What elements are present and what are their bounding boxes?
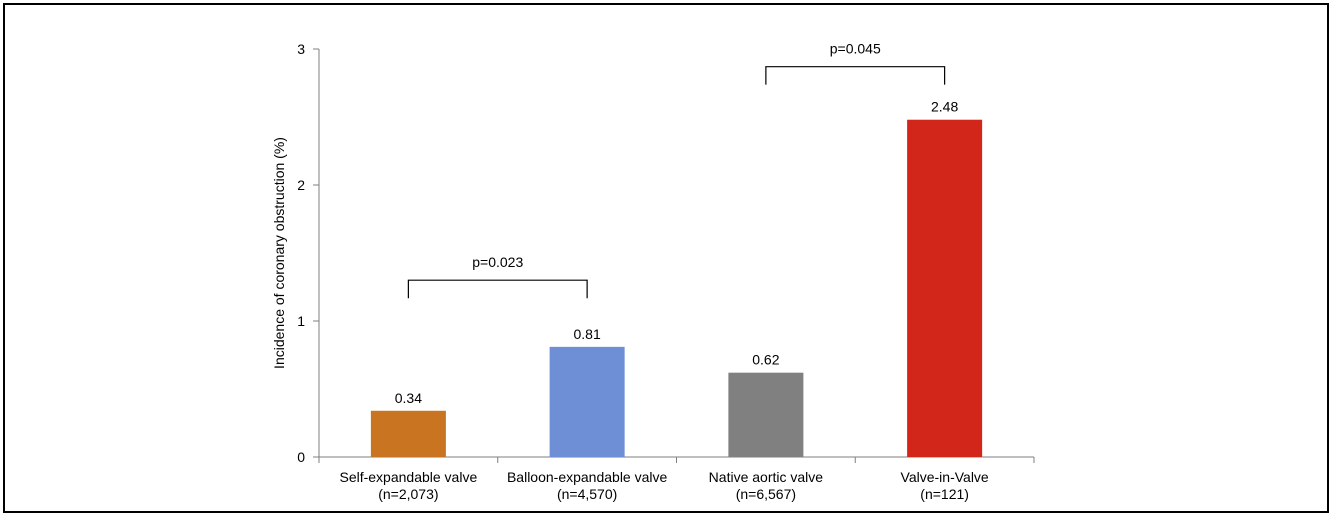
- category-count-label: (n=121): [920, 486, 969, 502]
- category-label: Balloon-expandable valve: [507, 469, 668, 485]
- bar: [728, 372, 804, 457]
- category-label: Self-expandable valve: [339, 469, 477, 485]
- category-label: Native aortic valve: [709, 469, 824, 485]
- y-tick-label: 2: [297, 177, 305, 193]
- data-label: 0.81: [574, 326, 601, 342]
- category-count-label: (n=4,570): [557, 486, 617, 502]
- category-count-label: (n=2,073): [378, 486, 438, 502]
- data-label: 0.62: [752, 352, 779, 368]
- significance-bracket: [765, 66, 946, 85]
- y-axis-label: Incidence of coronary obstruction (%): [271, 137, 287, 369]
- y-tick-label: 0: [297, 449, 305, 465]
- bar: [549, 346, 625, 457]
- significance-bracket: [407, 279, 588, 299]
- bar: [370, 410, 446, 457]
- category-label: Valve-in-Valve: [901, 469, 989, 485]
- category-count-label: (n=6,567): [736, 486, 796, 502]
- y-tick-label: 3: [297, 41, 305, 57]
- data-label: 2.48: [931, 99, 958, 115]
- bar: [907, 119, 983, 457]
- chart-frame: [3, 3, 1329, 513]
- y-tick-label: 1: [297, 313, 305, 329]
- p-value-label: p=0.023: [472, 254, 523, 270]
- p-value-label: p=0.045: [830, 41, 881, 57]
- data-label: 0.34: [395, 390, 422, 406]
